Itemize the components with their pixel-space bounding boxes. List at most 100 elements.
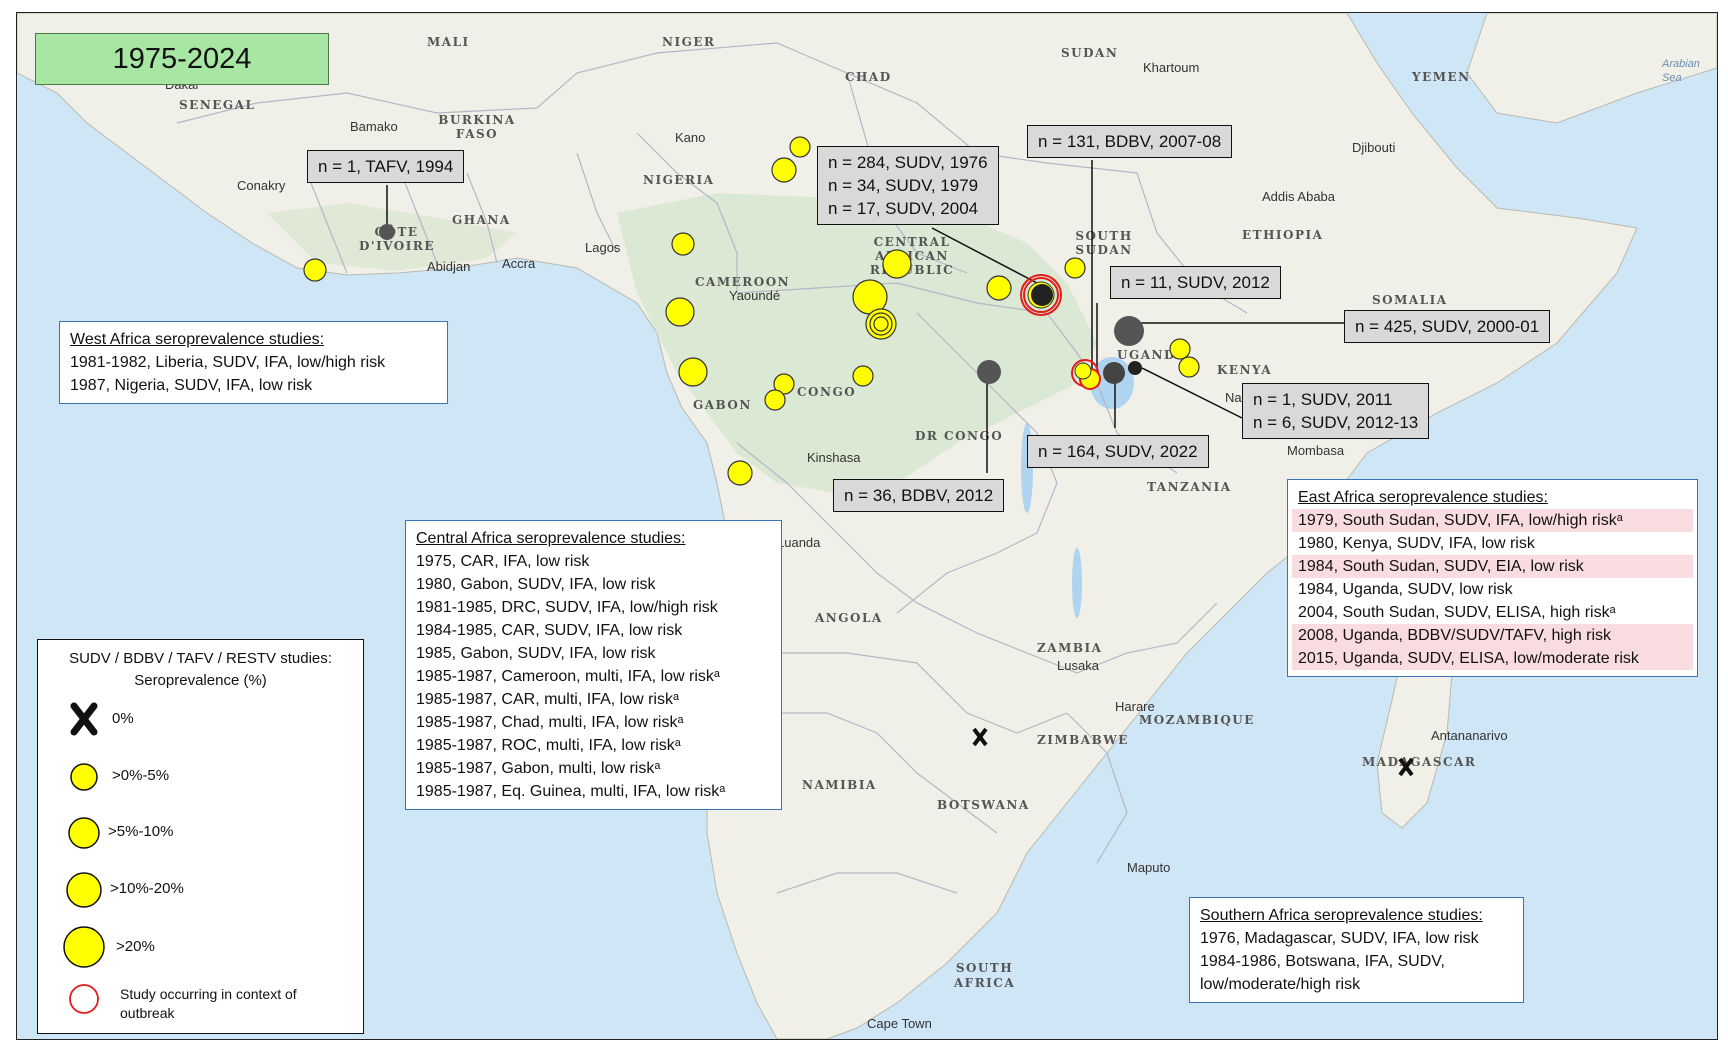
central-africa-studies-box: Central Africa seroprevalence studies: 1… xyxy=(405,520,782,810)
country-label-uganda: UGANDA xyxy=(1117,348,1187,362)
city-label-luanda: Luanda xyxy=(777,535,821,550)
west-africa-studies-box: West Africa seroprevalence studies: 1981… xyxy=(59,321,448,404)
city-label-antananarivo: Antananarivo xyxy=(1431,728,1508,743)
callout-line: n = 34, SUDV, 1979 xyxy=(828,176,979,195)
city-label-lagos: Lagos xyxy=(585,240,621,255)
callout-line: n = 17, SUDV, 2004 xyxy=(828,199,979,218)
city-label-djibouti: Djibouti xyxy=(1352,140,1396,155)
southern-africa-studies-box: Southern Africa seroprevalence studies: … xyxy=(1189,897,1524,1003)
east-africa-studies-box: East Africa seroprevalence studies: 1979… xyxy=(1287,479,1698,677)
study-row: 1985-1987, Chad, multi, IFA, low riskᵃ xyxy=(416,714,684,731)
box-header: West Africa seroprevalence studies: xyxy=(70,331,325,348)
callout-line: n = 1, SUDV, 2011 xyxy=(1253,390,1393,409)
map-frame: MALI NIGER CHAD SUDAN YEMEN SENEGAL BURK… xyxy=(16,12,1718,1040)
country-label-tanzania: TANZANIA xyxy=(1147,480,1232,494)
callout-line: n = 164, SUDV, 2022 xyxy=(1038,442,1198,461)
period-title: 1975-2024 xyxy=(35,33,329,85)
study-row: 1979, South Sudan, SUDV, IFA, low/high r… xyxy=(1292,509,1693,532)
country-label-mali: MALI xyxy=(427,35,470,49)
markers-layer xyxy=(303,136,1414,777)
study-row: 1985-1987, Cameroon, multi, IFA, low ris… xyxy=(416,668,720,685)
country-label-ethiopia: ETHIOPIA xyxy=(1242,228,1324,242)
study-row: 2015, Uganda, SUDV, ELISA, low/moderate … xyxy=(1292,647,1693,670)
country-label-sudan: SUDAN xyxy=(1061,46,1119,60)
study-row: 1985, Gabon, SUDV, IFA, low risk xyxy=(416,645,656,662)
legend-circle-10-20 xyxy=(66,872,102,908)
study-row: 1975, CAR, IFA, low risk xyxy=(416,553,590,570)
country-label-botswana: BOTSWANA xyxy=(937,798,1030,812)
callout-line: n = 131, BDBV, 2007-08 xyxy=(1038,132,1222,151)
callout-sudv-2022: n = 164, SUDV, 2022 xyxy=(1027,435,1209,468)
legend-symbols xyxy=(63,702,105,1014)
callout-line: n = 1, TAFV, 1994 xyxy=(318,157,454,176)
study-row: 2004, South Sudan, SUDV, ELISA, high ris… xyxy=(1298,604,1616,621)
country-label-mozambique: MOZAMBIQUE xyxy=(1139,713,1255,727)
country-label-senegal: SENEGAL xyxy=(179,98,256,112)
country-label-somalia: SOMALIA xyxy=(1372,293,1448,307)
legend-x-icon xyxy=(70,702,98,736)
legend-label-0: 0% xyxy=(112,710,134,727)
study-row: low/moderate/high risk xyxy=(1200,976,1361,993)
callout-sudv-2012: n = 11, SUDV, 2012 xyxy=(1110,266,1281,299)
country-label-dr-congo: DR CONGO xyxy=(915,429,1004,443)
box-header: East Africa seroprevalence studies: xyxy=(1298,489,1548,506)
city-label-addis-ababa: Addis Ababa xyxy=(1262,189,1336,204)
city-label-khartoum: Khartoum xyxy=(1143,60,1200,75)
study-row: 1980, Gabon, SUDV, IFA, low risk xyxy=(416,576,656,593)
country-label-angola: ANGOLA xyxy=(815,611,883,625)
country-label-south-africa: SOUTH AFRICA xyxy=(953,961,1016,990)
callout-line: n = 284, SUDV, 1976 xyxy=(828,153,988,172)
legend-label-5-10: >5%-10% xyxy=(108,823,174,840)
city-label-abidjan: Abidjan xyxy=(427,259,471,274)
city-label-harare: Harare xyxy=(1115,699,1155,714)
study-row: 1985-1987, Gabon, multi, low riskᵃ xyxy=(416,760,661,777)
study-row: 1984-1986, Botswana, IFA, SUDV, xyxy=(1200,953,1445,970)
city-label-conakry: Conakry xyxy=(237,178,286,193)
country-label-ghana: GHANA xyxy=(452,213,511,227)
city-label-lusaka: Lusaka xyxy=(1057,658,1099,673)
country-label-namibia: NAMIBIA xyxy=(802,778,877,792)
outbreak-marker-uganda xyxy=(1071,359,1101,390)
legend-label-0-5: >0%-5% xyxy=(112,767,170,784)
callout-line: n = 425, SUDV, 2000-01 xyxy=(1355,317,1540,336)
study-row: 1984, South Sudan, SUDV, EIA, low risk xyxy=(1292,555,1693,578)
study-row: 1984, Uganda, SUDV, low risk xyxy=(1298,581,1513,598)
callout-line: n = 11, SUDV, 2012 xyxy=(1121,273,1270,292)
callout-tafv-1994: n = 1, TAFV, 1994 xyxy=(307,150,465,183)
callout-line: n = 6, SUDV, 2012-13 xyxy=(1253,413,1419,432)
country-label-south-sudan: SOUTH SUDAN xyxy=(1075,229,1133,257)
callout-bdbv-2007-08: n = 131, BDBV, 2007-08 xyxy=(1027,125,1233,158)
city-label-mombasa: Mombasa xyxy=(1287,443,1345,458)
legend: SUDV / BDBV / TAFV / RESTV studies: Sero… xyxy=(37,639,364,1034)
study-row: 1985-1987, ROC, multi, IFA, low riskᵃ xyxy=(416,737,681,754)
legend-circle-gt20 xyxy=(63,926,105,968)
country-label-cameroon: CAMEROON xyxy=(695,275,791,289)
legend-label-outbreak-2: outbreak xyxy=(120,1005,175,1021)
country-label-burkina-faso: BURKINA FASO xyxy=(438,113,516,141)
country-label-gabon: GABON xyxy=(693,398,752,412)
city-label-cape-town: Cape Town xyxy=(867,1016,932,1031)
city-label-accra: Accra xyxy=(502,256,536,271)
country-label-kenya: KENYA xyxy=(1217,363,1273,377)
country-label-niger: NIGER xyxy=(662,35,716,49)
legend-circle-5-10 xyxy=(68,817,100,849)
box-header: Southern Africa seroprevalence studies: xyxy=(1200,907,1483,924)
study-row: 1985-1987, CAR, multi, IFA, low riskᵃ xyxy=(416,691,679,708)
study-row: 1985-1987, Eq. Guinea, multi, IFA, low r… xyxy=(416,783,726,800)
study-row: 1976, Madagascar, SUDV, IFA, low risk xyxy=(1200,930,1479,947)
legend-subtitle: Seroprevalence (%) xyxy=(134,672,267,689)
sea-label-arabian-sea: Arabian Sea xyxy=(1662,58,1700,84)
study-row: 1980, Kenya, SUDV, IFA, low risk xyxy=(1298,535,1535,552)
legend-label-10-20: >10%-20% xyxy=(110,880,184,897)
callout-bdbv-2012: n = 36, BDBV, 2012 xyxy=(833,479,1005,512)
study-row: 1981-1982, Liberia, SUDV, IFA, low/high … xyxy=(70,354,386,371)
callout-sudv-1976-2004: n = 284, SUDV, 1976 n = 34, SUDV, 1979 n… xyxy=(817,146,999,225)
city-label-kinshasa: Kinshasa xyxy=(807,450,861,465)
legend-title: SUDV / BDBV / TAFV / RESTV studies: xyxy=(69,650,332,667)
country-label-zimbabwe: ZIMBABWE xyxy=(1037,733,1129,747)
box-header: Central Africa seroprevalence studies: xyxy=(416,530,686,547)
legend-outbreak-ring xyxy=(69,984,99,1014)
callout-sudv-2011-2013: n = 1, SUDV, 2011 n = 6, SUDV, 2012-13 xyxy=(1242,383,1430,439)
country-label-congo: CONGO xyxy=(797,385,857,399)
outbreak-marker-south-sudan xyxy=(1020,274,1062,316)
